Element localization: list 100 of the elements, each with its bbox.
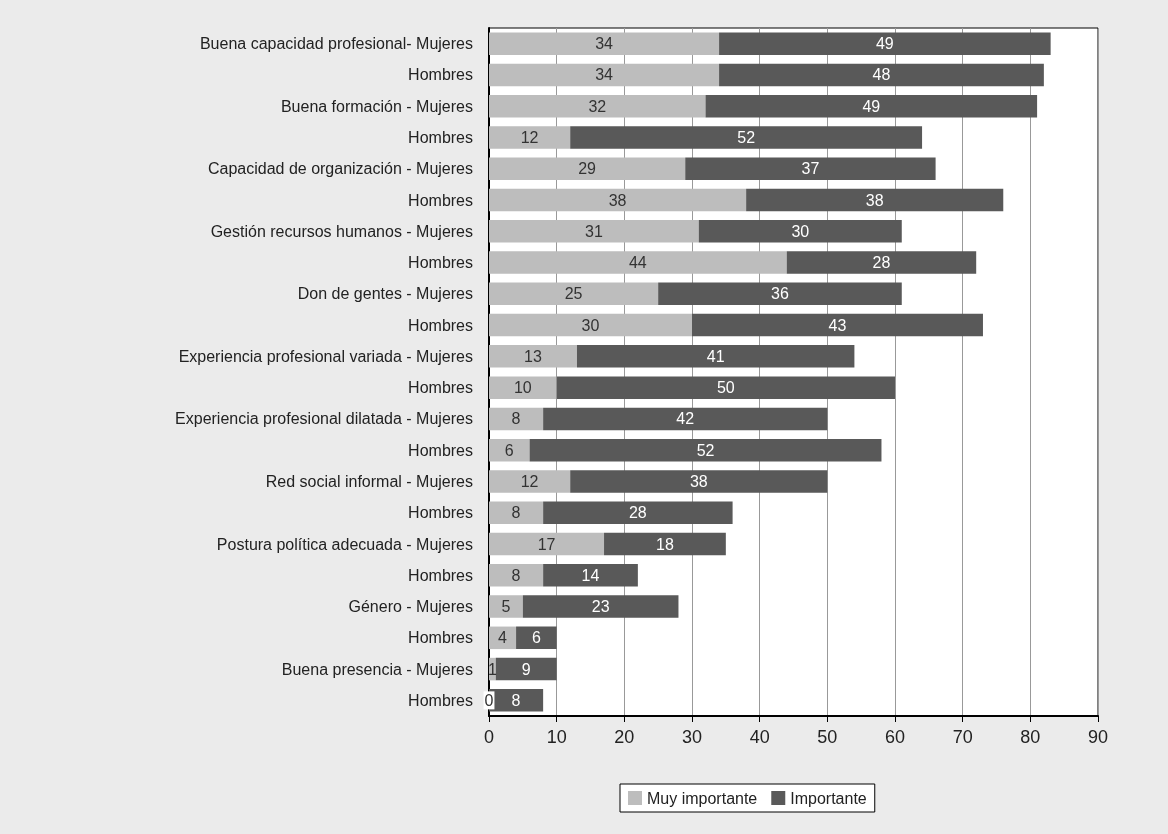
y-tick-label: Red social informal - Mujeres xyxy=(265,472,473,490)
y-tick-label: Buena capacidad profesional- Mujeres xyxy=(199,35,473,53)
y-tick-label: Hombres xyxy=(408,316,473,334)
bar xyxy=(489,438,530,462)
bar xyxy=(489,345,577,368)
bar xyxy=(489,313,692,337)
bar xyxy=(489,470,571,493)
x-tick-label: 30 xyxy=(681,727,703,747)
data-label: 12 xyxy=(520,128,539,146)
y-tick-label: Buena formación - Mujeres xyxy=(280,97,473,115)
bar xyxy=(489,126,571,149)
y-tick-label: Hombres xyxy=(408,629,473,647)
data-label: 25 xyxy=(564,285,583,303)
x-tick-label: 10 xyxy=(546,727,567,747)
y-tick-label: Hombres xyxy=(408,191,473,209)
x-tick-label: 40 xyxy=(749,727,770,747)
bar xyxy=(489,32,720,55)
data-label: 6 xyxy=(504,441,514,459)
data-label: 18 xyxy=(656,535,674,553)
data-label: 29 xyxy=(578,160,597,178)
y-tick-label: Gestión recursos humanos - Mujeres xyxy=(210,222,473,240)
x-tick-label: 0 xyxy=(483,727,495,747)
data-label: 38 xyxy=(608,191,627,209)
x-tick-label: 80 xyxy=(1020,727,1041,747)
bar xyxy=(495,657,557,681)
bar xyxy=(489,188,747,212)
data-label: 8 xyxy=(511,566,521,584)
y-tick-label: Hombres xyxy=(408,504,473,522)
y-tick-label: Capacidad de organización - Mujeres xyxy=(207,160,473,178)
data-label: 38 xyxy=(865,191,884,209)
y-tick-label: Hombres xyxy=(408,441,473,459)
data-label: 52 xyxy=(696,441,715,459)
bar xyxy=(786,251,977,274)
bar xyxy=(543,501,733,524)
data-label: 30 xyxy=(791,222,810,240)
bar xyxy=(489,94,706,118)
data-label: 43 xyxy=(828,316,847,334)
bar xyxy=(570,126,923,149)
y-tick-label: Experiencia profesional dilatada - Mujeres xyxy=(175,410,473,428)
bar xyxy=(543,407,828,431)
bar xyxy=(692,313,983,337)
legend-label: Importante xyxy=(790,789,867,807)
bar xyxy=(719,63,1044,87)
bar xyxy=(556,376,895,399)
data-label: 12 xyxy=(520,472,539,490)
data-label: 4 xyxy=(498,629,508,647)
data-label: 13 xyxy=(524,347,542,365)
data-label: 49 xyxy=(875,35,894,53)
data-label: 5 xyxy=(501,598,511,616)
data-label: 48 xyxy=(872,66,891,84)
bar xyxy=(698,220,902,243)
data-label: 32 xyxy=(588,97,607,115)
y-tick-label: Género - Mujeres xyxy=(348,598,473,616)
bar xyxy=(489,501,544,524)
legend-label: Muy importante xyxy=(647,789,758,807)
data-label: 42 xyxy=(676,410,695,428)
data-label: 50 xyxy=(716,379,735,397)
bar xyxy=(685,157,936,180)
data-label: 8 xyxy=(511,410,521,428)
x-tick-label: 60 xyxy=(884,727,906,747)
data-label: 10 xyxy=(513,379,532,397)
data-label: 28 xyxy=(628,504,647,522)
data-label: 14 xyxy=(581,566,600,584)
bar xyxy=(489,282,659,306)
data-label: 8 xyxy=(511,691,521,709)
data-label: 49 xyxy=(862,97,881,115)
bar xyxy=(489,407,544,431)
y-tick-label: Postura política adecuada - Mujeres xyxy=(216,535,473,553)
bar xyxy=(746,188,1004,212)
data-label: 41 xyxy=(706,347,725,365)
bar xyxy=(705,94,1038,118)
data-label: 38 xyxy=(689,472,708,490)
bar xyxy=(489,251,787,274)
bar xyxy=(489,157,686,180)
y-tick-label: Buena presencia - Mujeres xyxy=(281,660,473,678)
data-label: 37 xyxy=(801,160,820,178)
data-label: 17 xyxy=(537,535,556,553)
data-label: 36 xyxy=(771,285,789,303)
bar xyxy=(604,532,726,556)
data-label: 52 xyxy=(737,128,756,146)
bar xyxy=(576,345,855,368)
x-tick-label: 20 xyxy=(614,727,635,747)
bar xyxy=(489,376,557,399)
data-label: 9 xyxy=(521,660,531,678)
y-tick-label: Hombres xyxy=(408,691,473,709)
bar xyxy=(543,564,638,587)
data-label: 34 xyxy=(595,66,614,84)
y-tick-label: Hombres xyxy=(408,566,473,584)
x-tick-label: 70 xyxy=(952,727,973,747)
bar xyxy=(719,32,1051,55)
bar xyxy=(516,626,557,650)
bar xyxy=(529,438,882,462)
data-label: 28 xyxy=(872,254,891,272)
bar xyxy=(522,595,679,618)
data-label: 31 xyxy=(584,222,603,240)
y-tick-label: Hombres xyxy=(408,379,473,397)
bar xyxy=(489,595,523,618)
bar xyxy=(570,470,828,493)
y-tick-label: Don de gentes - Mujeres xyxy=(297,285,473,303)
bar xyxy=(489,532,605,556)
